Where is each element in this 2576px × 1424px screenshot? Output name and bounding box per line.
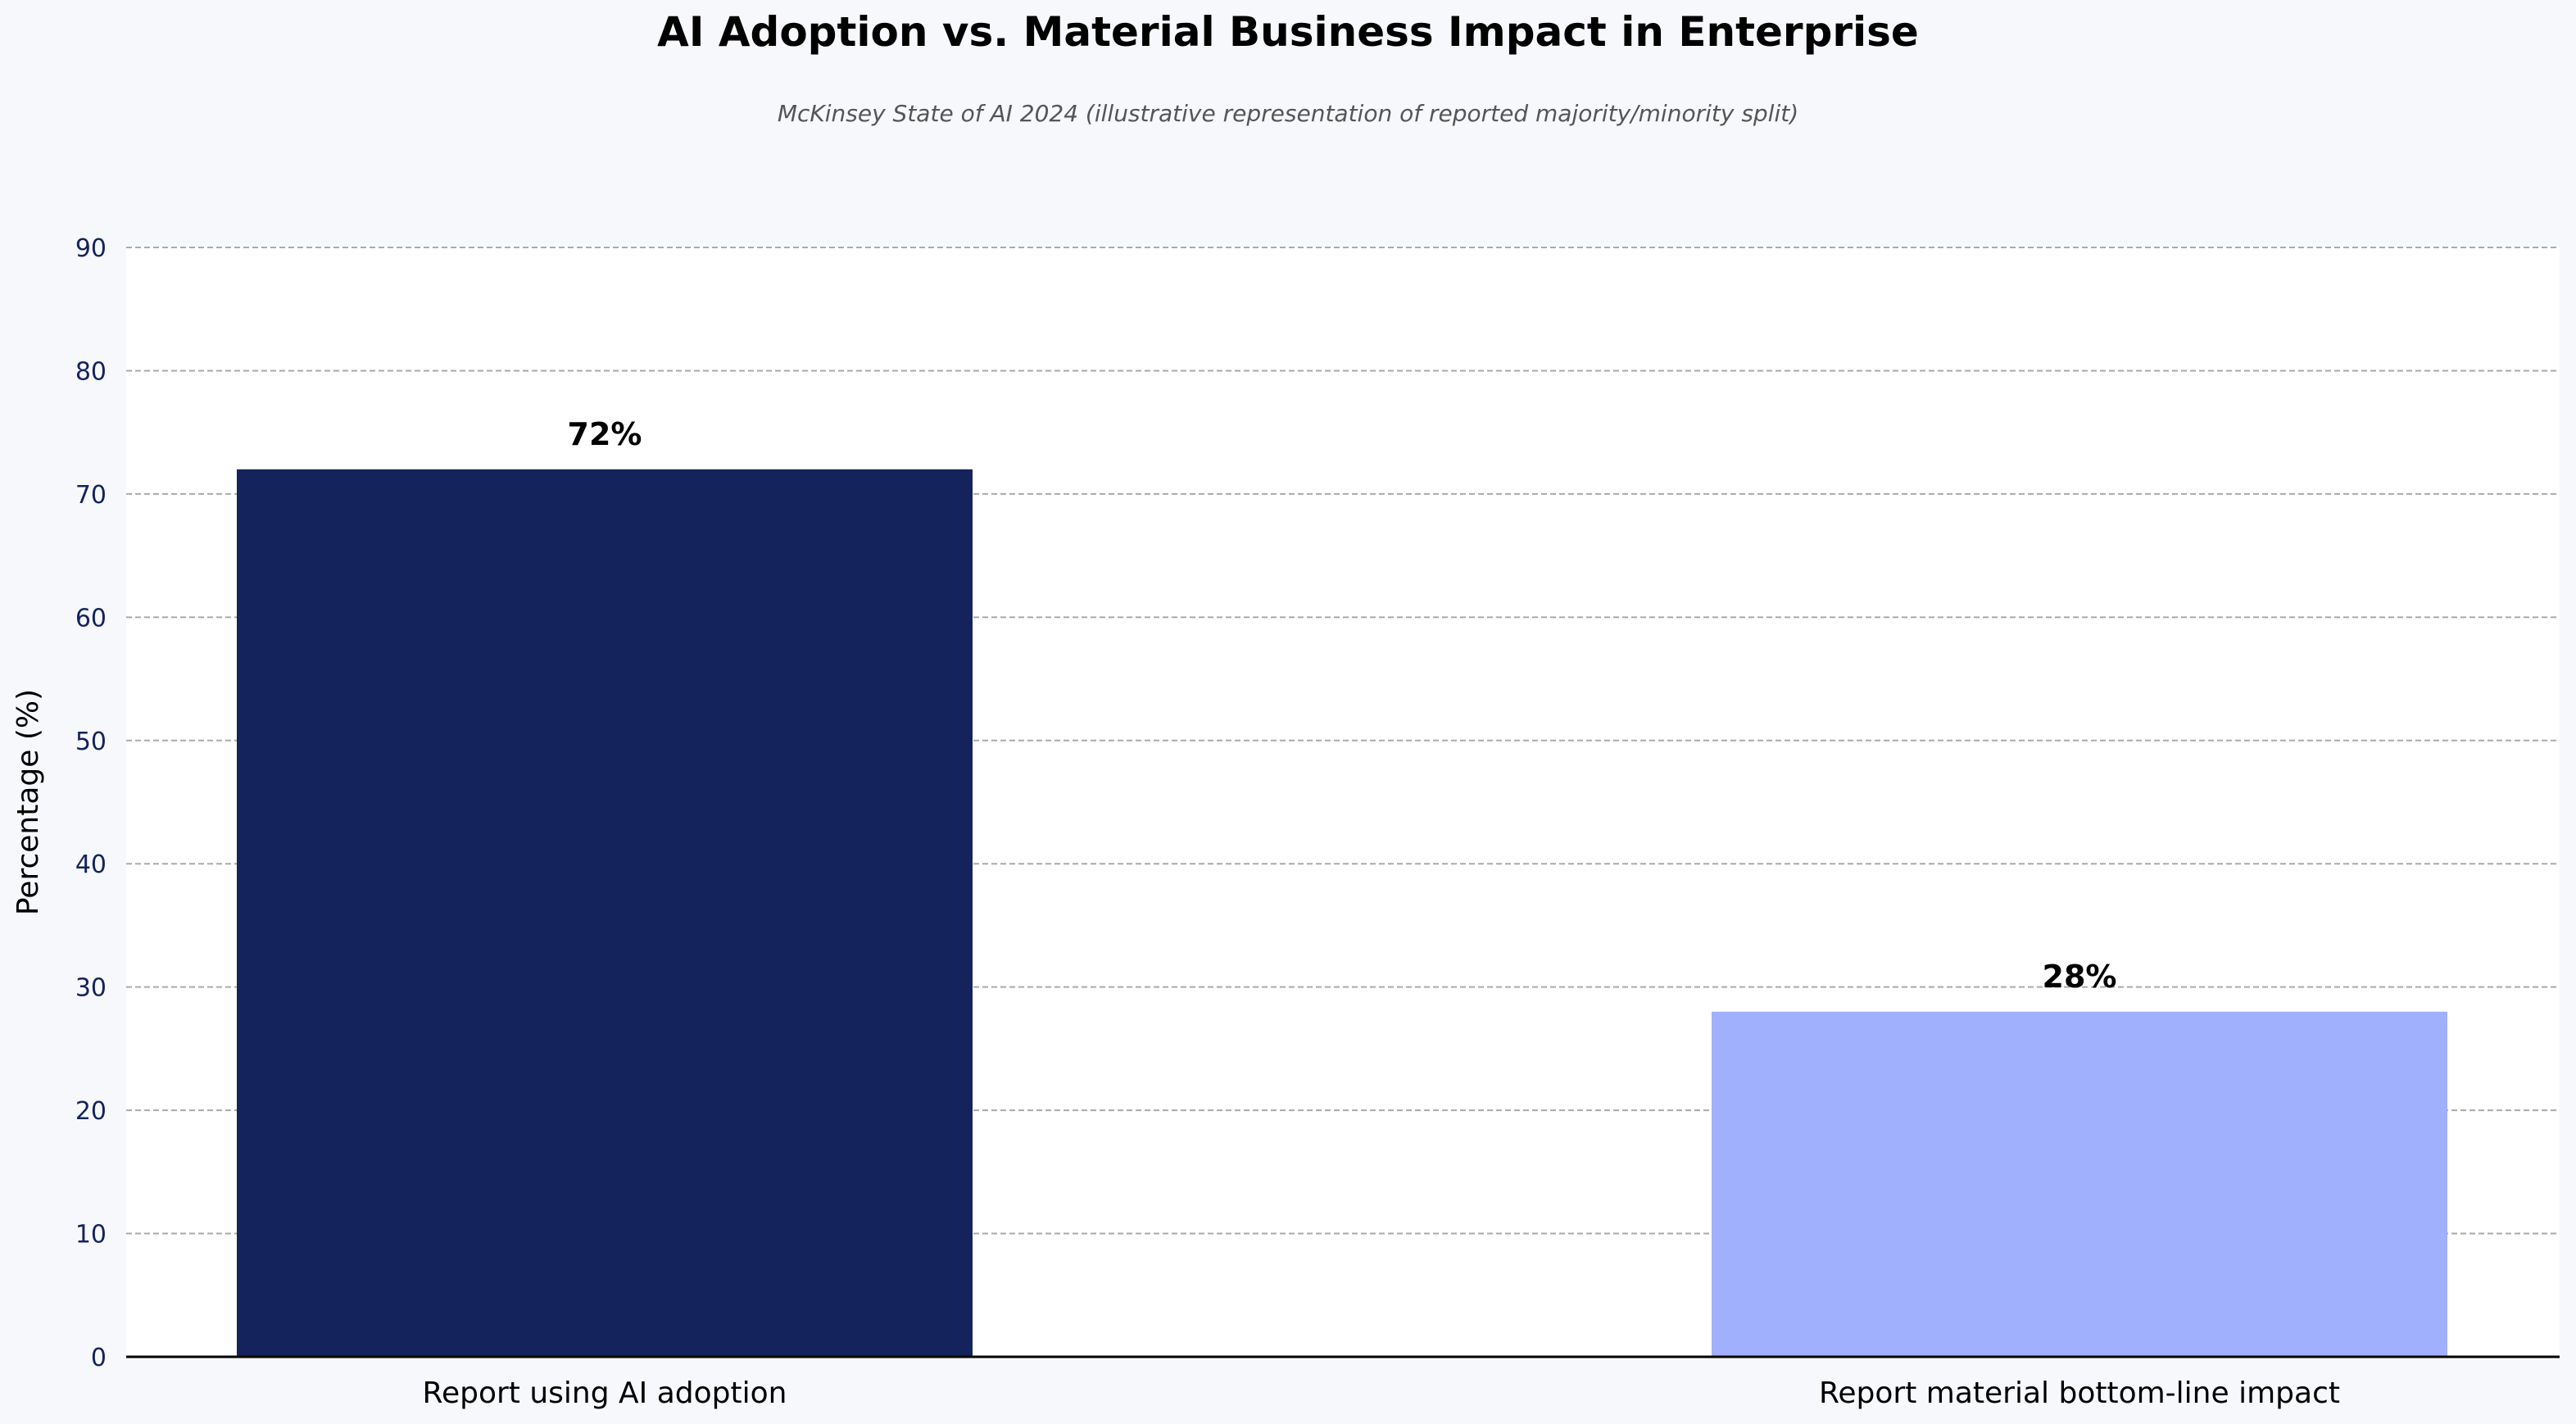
- y-tick-label: 60: [75, 604, 107, 633]
- y-tick-label: 10: [75, 1221, 107, 1249]
- bars: [237, 469, 2447, 1357]
- data-labels: 72% 28%: [568, 416, 2117, 995]
- chart-title: AI Adoption vs. Material Business Impact…: [657, 8, 1919, 56]
- x-tick-label: Report using AI adoption: [423, 1376, 787, 1410]
- y-tick-label: 80: [75, 357, 107, 386]
- y-tick-label: 40: [75, 850, 107, 879]
- y-tick-label: 50: [75, 728, 107, 756]
- bar: [237, 469, 973, 1357]
- bar-value-label: 28%: [2043, 959, 2117, 995]
- y-tick-label: 70: [75, 481, 107, 510]
- y-tick-label: 0: [91, 1344, 107, 1372]
- x-tick-label: Report material bottom-line impact: [1819, 1376, 2340, 1410]
- y-tick-label: 90: [75, 234, 107, 263]
- y-tick-label: 20: [75, 1097, 107, 1126]
- y-axis-label: Percentage (%): [11, 689, 45, 915]
- y-axis-ticks: 0 10 20 30 40 50 60 70 80 90: [75, 234, 107, 1372]
- bar-value-label: 72%: [568, 416, 642, 452]
- chart-subtitle: McKinsey State of AI 2024 (illustrative …: [778, 100, 1798, 127]
- y-tick-label: 30: [75, 974, 107, 1003]
- x-axis-ticks: Report using AI adoption Report material …: [423, 1376, 2340, 1410]
- bar: [1712, 1011, 2447, 1357]
